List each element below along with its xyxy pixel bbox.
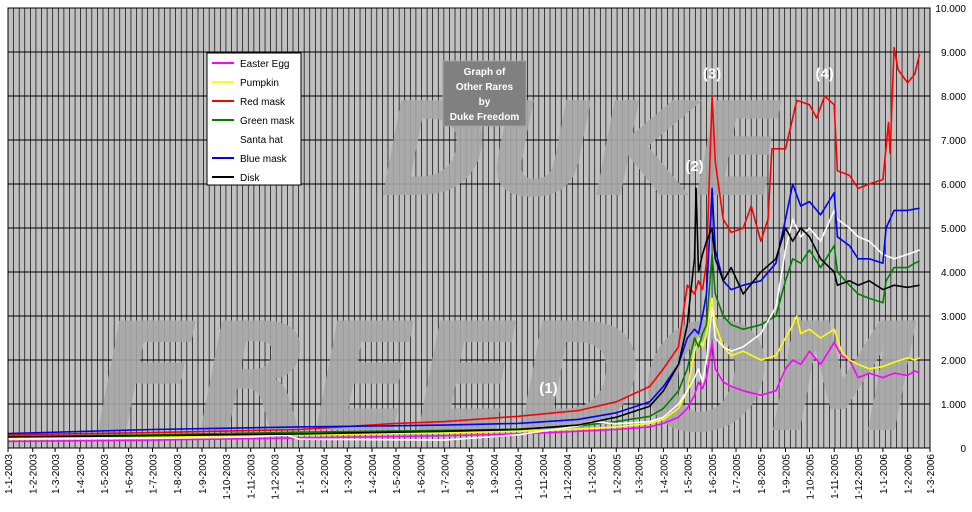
x-tick-label: 1-1-2003 xyxy=(4,454,15,494)
x-tick-label: 1-11-2005 xyxy=(830,454,841,499)
x-tick-label: 1-5-2004 xyxy=(392,454,403,494)
title-line-1: Graph of xyxy=(464,67,506,78)
x-tick-label: 1-9-2005 xyxy=(782,454,793,494)
watermark-duke: DUKE xyxy=(380,74,783,226)
annotation-label: (3) xyxy=(703,65,721,82)
title-line-3: by xyxy=(479,97,491,108)
annotations: (1) (2) (3) (4) xyxy=(539,65,834,397)
title-box: Graph of Other Rares by Duke Freedom xyxy=(442,60,527,127)
y-tick-label: 3.000 xyxy=(941,312,966,323)
x-tick-label: 1-6-2005 xyxy=(708,454,719,494)
legend-label: Red mask xyxy=(240,97,286,108)
x-tick-label: 1-7-2005 xyxy=(732,454,743,494)
x-tick-label: 1-8-2005 xyxy=(757,454,768,494)
x-tick-label: 1-11-2003 xyxy=(247,454,258,499)
annotation-label: (4) xyxy=(815,65,833,82)
x-tick-label: 1-10-2003 xyxy=(222,454,233,500)
y-tick-label: 7.000 xyxy=(941,136,966,147)
x-tick-label: 1-9-2004 xyxy=(490,454,501,494)
series-line-santa-hat xyxy=(7,209,920,441)
legend: Easter Egg Pumpkin Red mask Green mask Santa… xyxy=(206,52,302,186)
y-tick-label: 6.000 xyxy=(941,180,966,191)
x-tick-label: 1-2-2004 xyxy=(320,454,331,494)
x-tick-label: 1-6-2003 xyxy=(125,454,136,494)
x-tick-label: 1-12-2005 xyxy=(854,454,865,500)
series-line-red-mask xyxy=(7,46,921,436)
x-tick-label: 1-3-2005 xyxy=(635,454,646,494)
x-tick-label: 1-5-2005 xyxy=(683,454,694,494)
series-line-blue-mask xyxy=(7,183,920,435)
y-tick-label: 4.000 xyxy=(941,268,966,279)
annotation-label: (2) xyxy=(685,158,703,175)
x-tick-label: 1-1-2005 xyxy=(588,454,599,494)
x-tick-label: 1-3-2003 xyxy=(51,454,62,494)
series-line-easter-egg xyxy=(7,341,920,443)
series-line-green-mask xyxy=(7,244,920,438)
x-tick-label: 1-7-2003 xyxy=(148,454,159,494)
legend-label: Santa hat xyxy=(240,135,283,146)
x-tick-label: 1-1-2006 xyxy=(879,454,890,494)
legend-label: Pumpkin xyxy=(240,78,279,89)
legend-label: Green mask xyxy=(240,116,295,127)
x-tick-label: 1-4-2004 xyxy=(368,454,379,494)
x-tick-label: 1-5-2003 xyxy=(100,454,111,494)
y-tick-label: 5.000 xyxy=(941,224,966,235)
x-tick-label: 1-12-2003 xyxy=(271,454,282,500)
y-tick-label: 9.000 xyxy=(941,48,966,59)
x-axis: 1-1-2003 1-2-2003 1-3-2003 1-4-2003 1-5-2003… xyxy=(4,448,937,500)
x-tick-label: 1-9-2003 xyxy=(198,454,209,494)
x-tick-label: 1-2-2005 xyxy=(612,454,623,494)
x-tick-label: 1-4-2005 xyxy=(659,454,670,494)
y-tick-label: 0 xyxy=(960,444,966,455)
legend-label: Easter Egg xyxy=(240,59,289,70)
y-tick-label: 8.000 xyxy=(941,92,966,103)
x-tick-label: 1-2-2003 xyxy=(29,454,40,494)
y-tick-label: 2.000 xyxy=(941,356,966,367)
x-tick-label: 1-4-2003 xyxy=(76,454,87,494)
title-line-4: Duke Freedom xyxy=(450,112,520,123)
x-tick-label: 1-10-2004 xyxy=(514,454,525,500)
x-tick-label: 1-3-2004 xyxy=(343,454,354,494)
x-tick-label: 1-1-2004 xyxy=(295,454,306,494)
series-line-pumpkin xyxy=(7,297,920,440)
legend-label: Blue mask xyxy=(240,154,288,165)
x-tick-label: 1-6-2004 xyxy=(417,454,428,494)
annotation-label: (1) xyxy=(539,380,557,397)
x-tick-label: 1-8-2003 xyxy=(173,454,184,494)
x-tick-label: 1-11-2004 xyxy=(539,454,550,499)
title-line-2: Other Rares xyxy=(456,82,514,93)
x-tick-label: 1-3-2006 xyxy=(926,454,937,494)
series-line-disk xyxy=(7,187,920,438)
x-tick-label: 1-2-2006 xyxy=(904,454,915,494)
x-tick-label: 1-12-2004 xyxy=(563,454,574,500)
x-tick-label: 1-8-2004 xyxy=(465,454,476,494)
y-axis: 0 1.000 2.000 3.000 4.000 5.000 6.000 7.000 8.00… xyxy=(935,4,966,455)
y-tick-label: 10.000 xyxy=(935,4,966,15)
x-tick-label: 1-7-2004 xyxy=(441,454,452,494)
y-tick-label: 1.000 xyxy=(941,400,966,411)
series-lines xyxy=(7,46,921,443)
x-tick-label: 1-10-2005 xyxy=(805,454,816,500)
legend-label: Disk xyxy=(240,173,260,184)
